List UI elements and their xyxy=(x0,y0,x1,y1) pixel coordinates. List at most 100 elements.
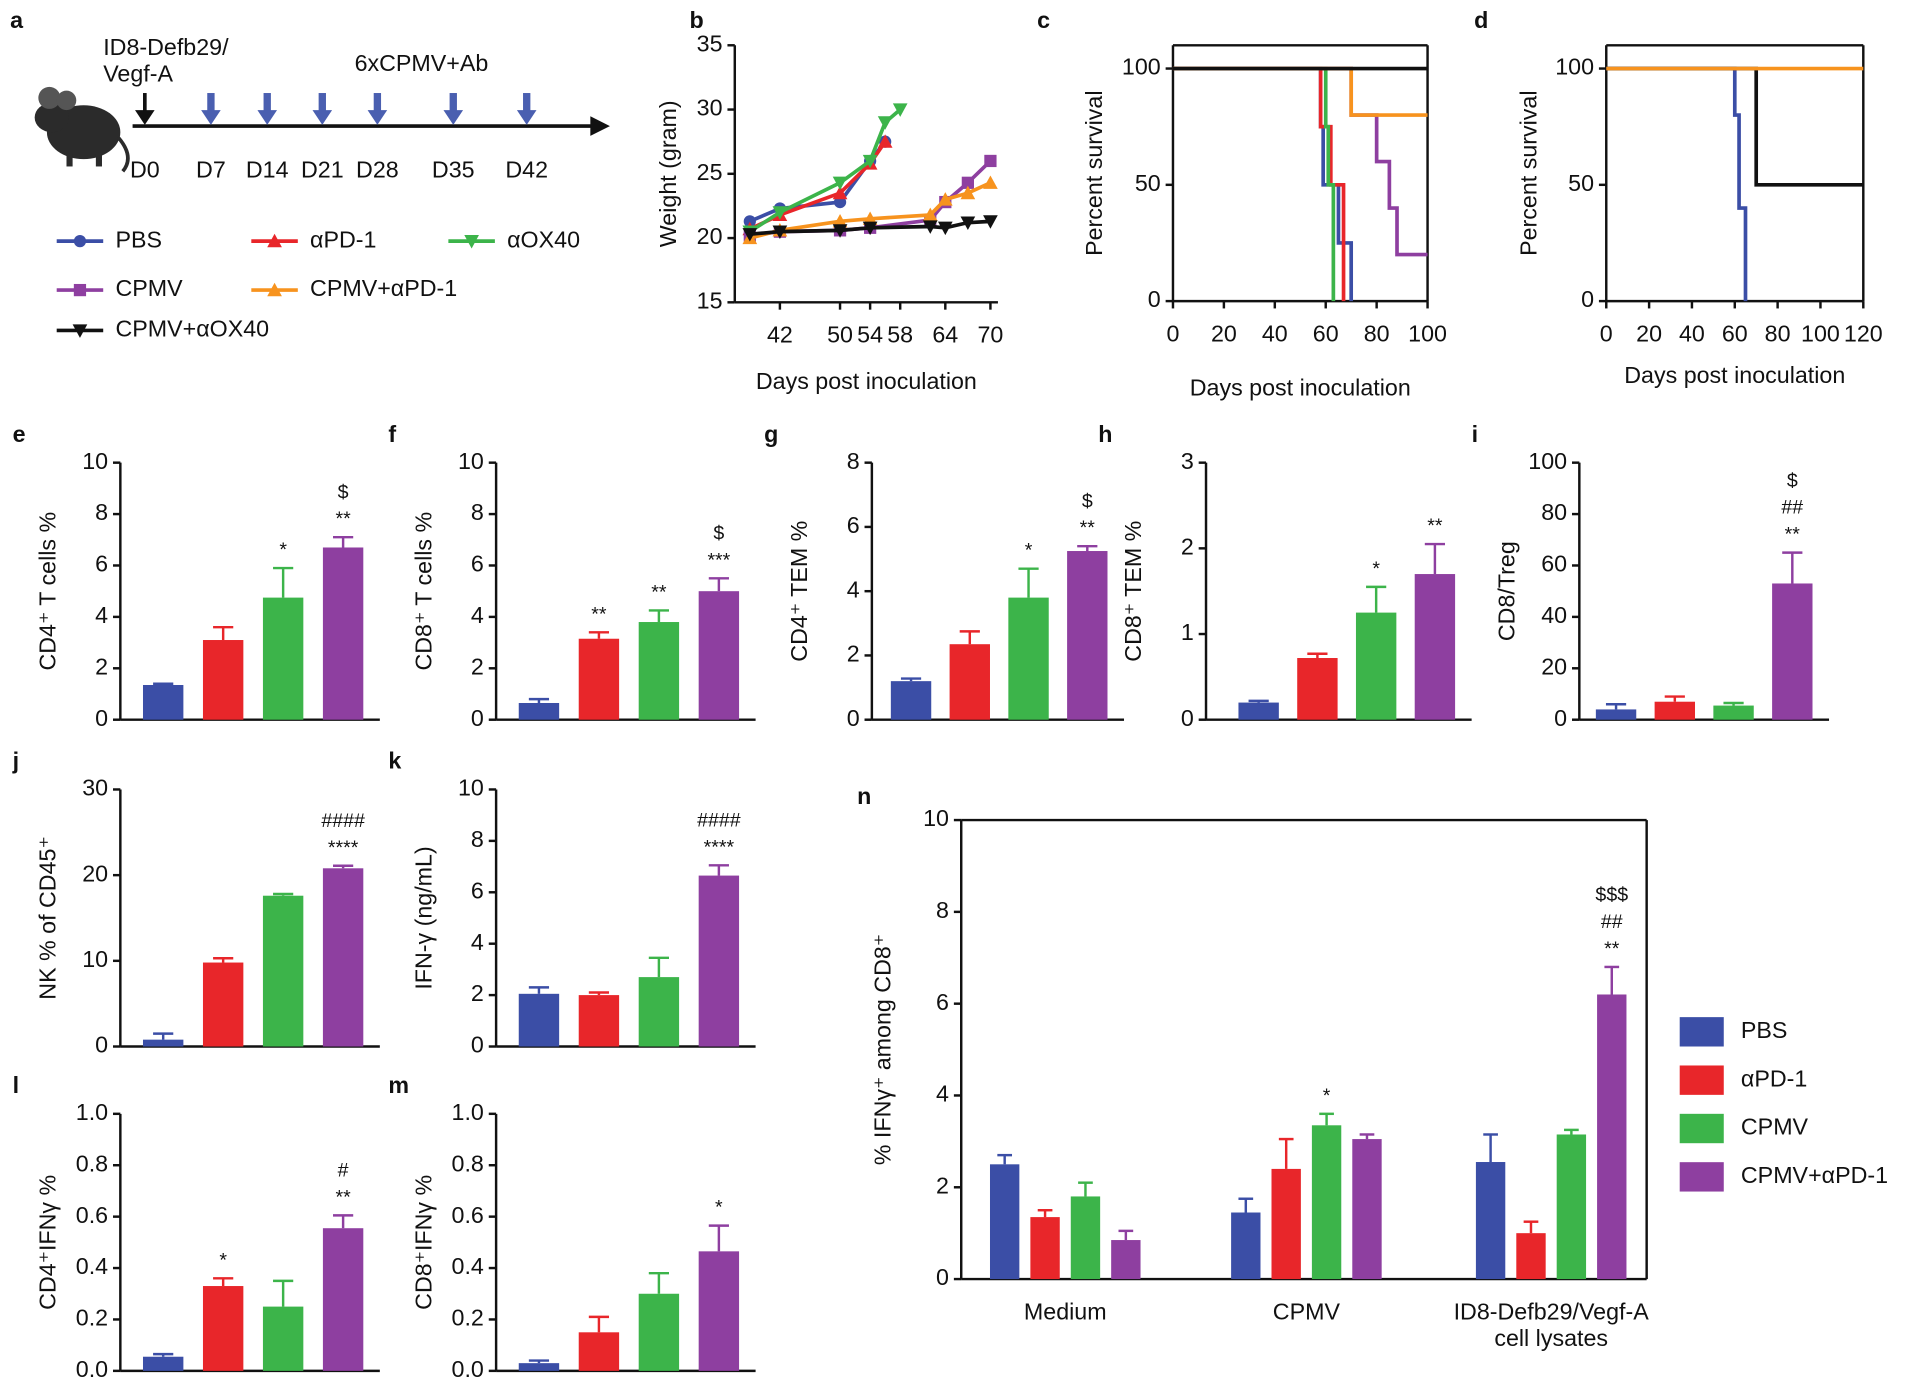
y-tick-label: 2 xyxy=(95,653,108,679)
x-tick-label: 54 xyxy=(857,322,883,348)
x-tick-label: Medium xyxy=(1024,1298,1107,1324)
legend-swatch xyxy=(1679,1017,1724,1047)
point xyxy=(877,134,893,148)
point xyxy=(922,220,938,234)
y-tick-label: 10 xyxy=(458,775,484,801)
y-tick-label: 8 xyxy=(936,897,949,923)
y-tick-label: 40 xyxy=(1541,602,1567,628)
legend-label: CPMV+αPD-1 xyxy=(1741,1162,1888,1188)
significance-label: ** xyxy=(651,581,667,603)
panel-letter: j xyxy=(12,748,19,774)
significance-label: *** xyxy=(707,549,730,571)
x-tick-label: 60 xyxy=(1313,321,1339,347)
legend-swatch xyxy=(1679,1162,1724,1192)
y-tick-label: 10 xyxy=(458,448,484,474)
x-tick-label: 100 xyxy=(1408,321,1447,347)
bar xyxy=(1231,1212,1261,1280)
significance-label: ** xyxy=(1604,938,1620,960)
bar xyxy=(518,702,560,720)
y-tick-label: 8 xyxy=(471,499,484,525)
bar xyxy=(1355,612,1397,720)
x-axis-label: Days post inoculation xyxy=(1624,362,1845,388)
y-tick-label: 2 xyxy=(471,980,484,1006)
bar xyxy=(1414,574,1456,720)
point xyxy=(984,154,997,168)
inoculation-label: ID8-Defb29/Vegf-A xyxy=(103,34,229,87)
bar xyxy=(890,681,932,720)
y-tick-label: 0 xyxy=(1581,286,1594,312)
bar xyxy=(698,1251,740,1371)
bar xyxy=(1654,701,1696,720)
legend-label: PBS xyxy=(115,226,162,252)
y-tick-label: 4 xyxy=(95,602,108,628)
x-tick-label: 20 xyxy=(1636,321,1662,347)
point xyxy=(832,224,848,238)
y-tick-label: 0 xyxy=(471,705,484,731)
y-tick-label: 60 xyxy=(1541,551,1567,577)
bar xyxy=(638,622,680,720)
significance-label: * xyxy=(1372,558,1380,580)
y-tick-label: 1.0 xyxy=(452,1099,484,1125)
y-tick-label: 20 xyxy=(82,860,108,886)
y-tick-label: 2 xyxy=(847,641,860,667)
significance-label: * xyxy=(279,539,287,561)
day-arrowhead xyxy=(312,110,333,125)
legend-label: CPMV xyxy=(1741,1114,1809,1140)
y-tick-label: 15 xyxy=(697,287,723,313)
significance-label: ** xyxy=(1785,524,1801,546)
treatment-label: 6xCPMV+Ab xyxy=(355,50,489,76)
day-label: D0 xyxy=(130,156,160,182)
y-tick-label: 10 xyxy=(82,946,108,972)
significance-label: **** xyxy=(704,836,735,858)
significance-label: * xyxy=(1025,540,1033,562)
x-tick-label: 50 xyxy=(827,322,853,348)
point xyxy=(772,225,788,239)
y-tick-label: 0.8 xyxy=(76,1150,108,1176)
bar xyxy=(1516,1233,1546,1280)
bar xyxy=(142,1356,184,1371)
significance-label: ** xyxy=(335,508,351,530)
y-tick-label: 50 xyxy=(1568,170,1594,196)
bar xyxy=(262,895,304,1047)
y-tick-label: 8 xyxy=(471,826,484,852)
y-tick-label: 0.0 xyxy=(452,1356,484,1382)
bar xyxy=(262,1306,304,1371)
day-arrowhead xyxy=(201,110,221,125)
y-axis-label: Percent survival xyxy=(1516,90,1542,255)
day-label: D28 xyxy=(356,156,399,182)
y-tick-label: 20 xyxy=(1541,653,1567,679)
legend-label: CPMV+αPD-1 xyxy=(310,275,457,301)
y-tick-label: 0.6 xyxy=(452,1202,484,1228)
point xyxy=(742,228,758,242)
bar xyxy=(949,644,990,720)
y-tick-label: 2 xyxy=(471,653,484,679)
legend-marker xyxy=(73,283,87,297)
day-label: D14 xyxy=(246,156,289,182)
panel-letter: b xyxy=(689,7,703,33)
bar xyxy=(142,685,184,720)
bar xyxy=(1297,658,1338,720)
bar xyxy=(989,1164,1020,1280)
y-tick-label: 100 xyxy=(1122,54,1161,80)
y-tick-label: 0 xyxy=(95,1032,108,1058)
bar xyxy=(1311,1125,1342,1280)
x-tick-label: 0 xyxy=(1600,321,1613,347)
significance-label: $ xyxy=(1787,470,1798,492)
y-tick-label: 0.2 xyxy=(452,1305,484,1331)
timeline-arrowhead xyxy=(590,116,610,136)
significance-label: ** xyxy=(1080,517,1096,539)
panel-letter: k xyxy=(388,748,401,774)
bar xyxy=(1008,597,1049,720)
legend-label: αOX40 xyxy=(507,226,580,252)
x-axis-label: Days post inoculation xyxy=(1190,374,1411,400)
y-tick-label: 0 xyxy=(936,1264,949,1290)
x-tick-label: 40 xyxy=(1262,321,1288,347)
y-tick-label: 10 xyxy=(923,805,949,831)
y-axis-label: Percent survival xyxy=(1081,90,1107,255)
survival-curve xyxy=(1172,66,1336,302)
y-tick-label: 0 xyxy=(95,705,108,731)
survival-curve xyxy=(1606,66,1748,302)
bar xyxy=(1238,702,1279,720)
survival-curve xyxy=(1172,66,1428,257)
